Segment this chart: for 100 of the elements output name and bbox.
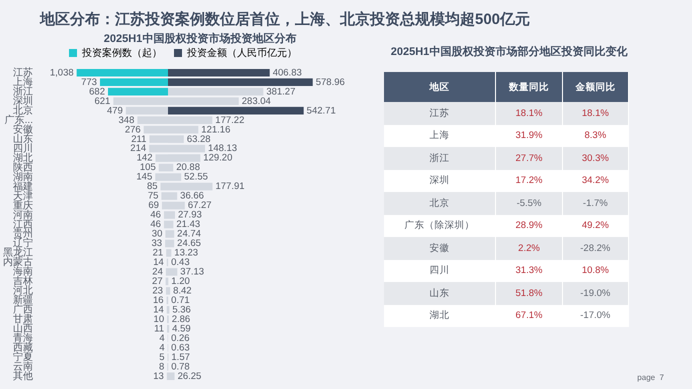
- data-label: 30.3%: [562, 147, 628, 170]
- y-tick-label: 重庆: [13, 199, 33, 212]
- data-label: 20.88: [176, 162, 200, 174]
- data-label: 0.71: [171, 295, 190, 306]
- data-label: -19.0%: [562, 282, 628, 304]
- data-label: 283.04: [242, 96, 271, 107]
- data-label: 10.8%: [562, 260, 628, 282]
- data-label: 24: [152, 266, 163, 278]
- y-tick-label: 北京: [384, 192, 496, 214]
- data-label: 177.22: [215, 114, 244, 126]
- y-tick-label: 四川: [384, 260, 496, 282]
- data-label: 24.65: [177, 238, 201, 250]
- data-label: 24.74: [177, 228, 201, 240]
- y-tick-label: 安徽: [13, 123, 33, 136]
- y-tick-label: 甘肃: [13, 313, 33, 326]
- data-label: 31.9%: [496, 124, 562, 147]
- data-label: 8.3%: [562, 124, 628, 147]
- data-label: 33: [152, 238, 162, 250]
- data-label: 0.43: [171, 257, 190, 268]
- data-label: 214: [130, 143, 146, 154]
- data-label: 5.36: [172, 304, 191, 316]
- y-tick-label: 上海: [384, 124, 496, 147]
- data-label: 621: [94, 96, 110, 107]
- data-label: 26.25: [178, 370, 202, 382]
- y-tick-label: 广东（除深圳）: [384, 214, 496, 237]
- data-label: 479: [106, 105, 123, 116]
- chart-title: 2025H1中国股权投资市场部分地区投资同比变化: [390, 44, 628, 59]
- data-label: 21: [152, 248, 164, 259]
- data-label: 348: [118, 114, 134, 126]
- data-label: 578.96: [316, 76, 345, 88]
- data-label: 105: [140, 162, 156, 174]
- y-tick-label: 湖南: [13, 170, 33, 183]
- data-label: 11: [154, 323, 164, 334]
- y-tick-label: 河南: [13, 208, 33, 221]
- data-label: 0.26: [171, 332, 190, 344]
- data-label: -17.0%: [562, 304, 628, 327]
- y-axis-title: 地区: [384, 72, 496, 102]
- data-label: 4: [159, 332, 165, 344]
- data-label: 67.1%: [496, 304, 562, 327]
- y-tick-label: 山东: [384, 282, 496, 304]
- data-label: 4: [159, 342, 165, 354]
- data-label: 2.2%: [496, 237, 562, 260]
- data-label: 67.27: [188, 200, 212, 212]
- data-label: 148.13: [208, 143, 238, 154]
- y-tick-label: 陕西: [13, 161, 33, 174]
- data-label: 129.20: [203, 152, 232, 164]
- data-label: 406.83: [272, 67, 302, 78]
- data-label: 27.93: [178, 210, 202, 221]
- data-label: 0.63: [171, 342, 190, 354]
- data-label: 142: [136, 152, 153, 164]
- data-label: 2.86: [172, 314, 190, 325]
- data-label: 46: [150, 210, 161, 221]
- data-label: 31.3%: [496, 260, 562, 282]
- data-label: 69: [148, 200, 159, 212]
- bar: [126, 106, 168, 114]
- data-label: 28.9%: [496, 214, 562, 237]
- data-label: 37.13: [180, 266, 204, 278]
- data-label: 8: [159, 361, 164, 372]
- bar: [168, 372, 175, 380]
- data-label: 27.7%: [496, 147, 562, 170]
- data-label: 14: [153, 257, 164, 268]
- data-label: 46: [150, 219, 161, 230]
- data-label: 18.1%: [562, 102, 628, 124]
- data-label: 27: [152, 276, 163, 288]
- y-tick-label: 深圳: [384, 170, 496, 192]
- y-tick-label: 江苏: [384, 102, 496, 124]
- text: 2025H1中国股权投资市场投资地区分布: [102, 32, 298, 46]
- text: page 7: [637, 373, 664, 382]
- data-label: 773: [81, 76, 97, 88]
- data-label: 1.20: [171, 276, 190, 288]
- legend-label: 投资案例数（起）: [81, 46, 162, 59]
- data-label: 36.66: [180, 190, 204, 202]
- data-label: -28.2%: [562, 237, 628, 260]
- y-tick-label: 广东...: [4, 114, 33, 126]
- data-label: 10: [154, 314, 164, 325]
- x-tick-label: 金额同比: [562, 72, 628, 102]
- data-label: 63.28: [186, 134, 211, 145]
- data-label: 34.2%: [562, 170, 628, 192]
- legend-label: 投资金额（人民币亿元）: [186, 46, 297, 59]
- data-label: 542.71: [306, 105, 336, 116]
- data-label: 17.2%: [496, 170, 562, 192]
- data-label: 276: [124, 124, 141, 136]
- y-tick-label: 北京: [13, 104, 33, 116]
- y-tick-label: 湖北: [384, 304, 496, 327]
- y-tick-label: 安徽: [384, 237, 496, 260]
- data-label: 49.2%: [562, 214, 628, 237]
- x-tick-label: 数量同比: [496, 72, 562, 102]
- data-label: 14: [153, 304, 164, 316]
- data-label: 13: [153, 370, 164, 382]
- data-label: 8.42: [173, 286, 192, 297]
- data-label: 85: [146, 181, 158, 192]
- y-tick-label: 其他: [13, 370, 33, 382]
- data-label: 52.55: [184, 172, 208, 183]
- data-label: 145: [136, 172, 152, 183]
- data-label: 381.27: [266, 86, 296, 98]
- data-label: 211: [131, 134, 146, 145]
- data-label: 1,038: [50, 67, 74, 78]
- y-tick-label: 山东: [13, 132, 33, 145]
- data-label: 1.57: [171, 352, 190, 363]
- data-label: 0.78: [171, 361, 190, 372]
